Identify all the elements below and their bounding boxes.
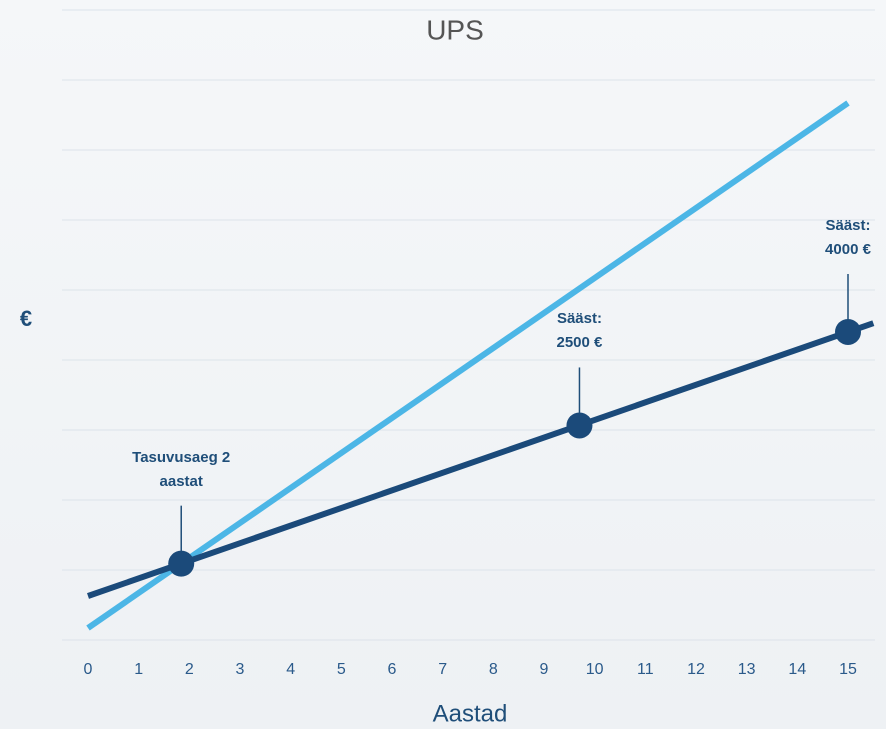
x-tick-label: 10 (586, 661, 604, 678)
x-axis-label: Aastad (433, 700, 508, 727)
annotation: Tasuvusaeg 2 aastat (132, 448, 231, 490)
y-axis-label: € (20, 306, 32, 331)
line-series (86, 100, 850, 631)
x-tick-label: 8 (489, 661, 498, 678)
x-tick-label: 5 (337, 661, 346, 678)
marker (168, 550, 195, 577)
x-tick-label: 1 (134, 661, 143, 678)
marker (566, 412, 593, 439)
annotation: Sääst: 2500 € (556, 310, 603, 352)
chart-title: UPS (426, 14, 484, 45)
x-tick-label: 14 (788, 661, 806, 678)
line-series (87, 320, 875, 599)
x-tick-label: 2 (185, 661, 194, 678)
x-tick-label: 3 (236, 661, 245, 678)
x-tick-label: 6 (388, 661, 397, 678)
x-tick-label: 9 (540, 661, 549, 678)
x-tick-label: 7 (438, 661, 447, 678)
x-tick-label: 0 (84, 661, 93, 678)
x-tick-label: 15 (839, 661, 857, 678)
marker (835, 318, 861, 345)
x-tick-label: 4 (286, 661, 295, 678)
annotation: Sääst: 4000 € (825, 216, 871, 258)
x-tick-label: 13 (738, 661, 756, 678)
x-tick-label: 12 (687, 661, 705, 678)
x-tick-label: 11 (637, 661, 654, 678)
